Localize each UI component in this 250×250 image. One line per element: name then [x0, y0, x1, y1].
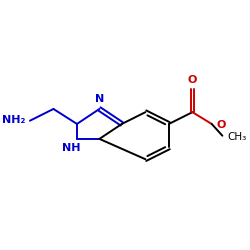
- Text: NH: NH: [62, 143, 80, 153]
- Text: O: O: [188, 75, 197, 85]
- Text: NH₂: NH₂: [2, 115, 26, 125]
- Text: CH₃: CH₃: [227, 132, 246, 142]
- Text: O: O: [216, 120, 226, 130]
- Text: N: N: [95, 94, 104, 104]
